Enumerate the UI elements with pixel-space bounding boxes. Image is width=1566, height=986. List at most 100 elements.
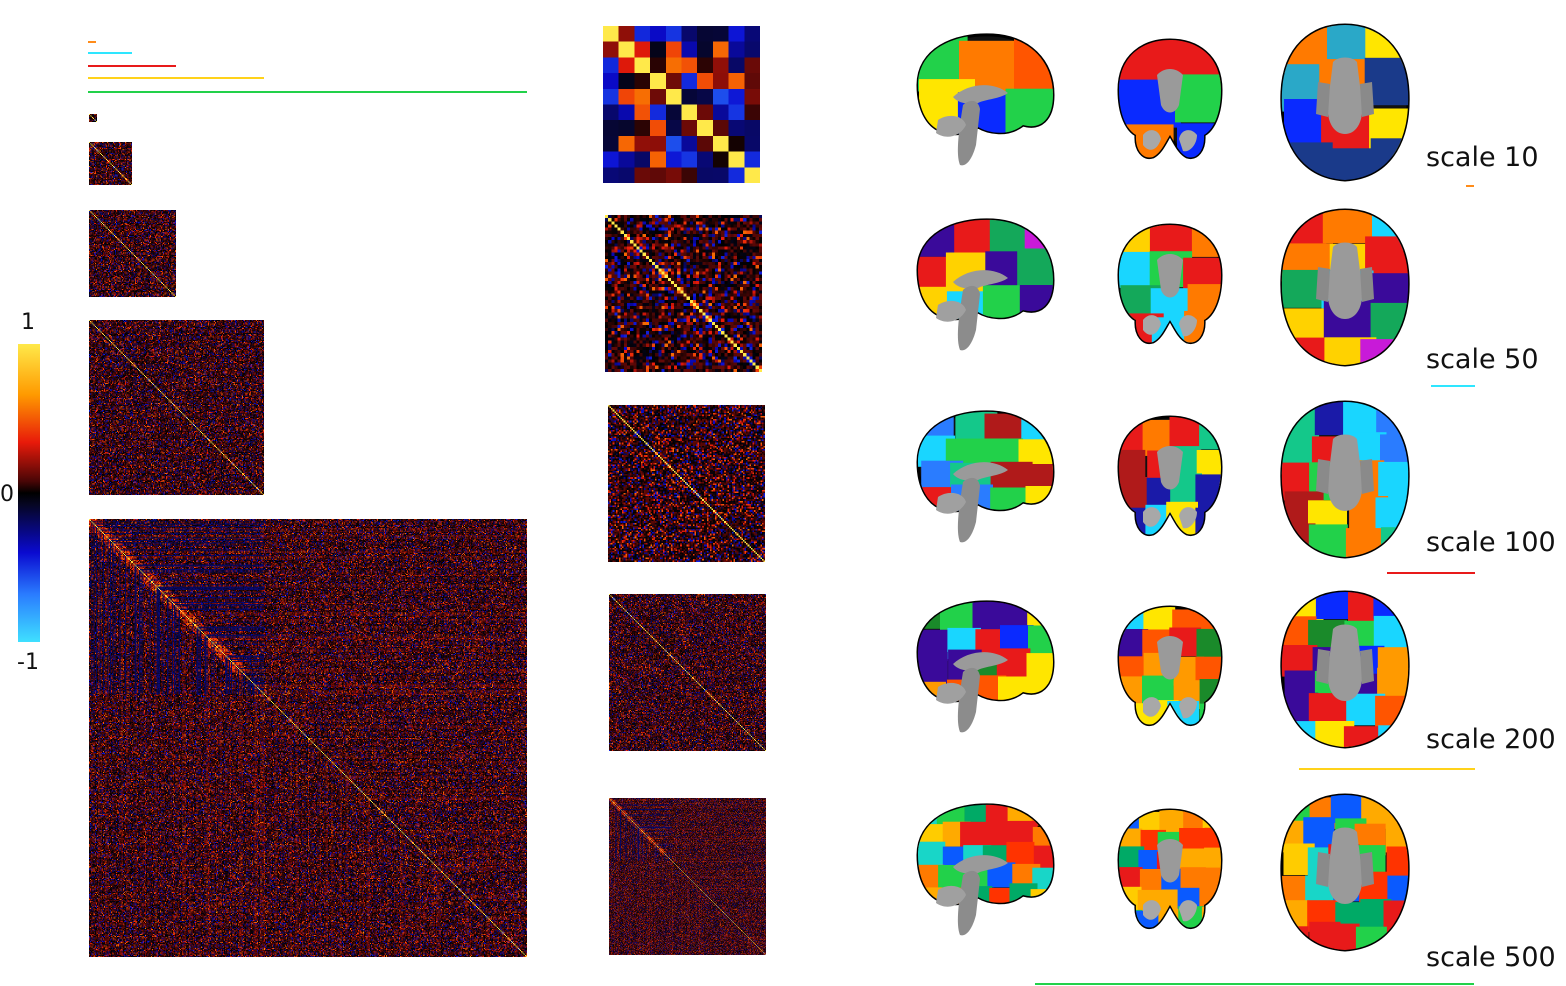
- parcel: [1378, 725, 1409, 747]
- corpus-callosum: [953, 270, 1008, 289]
- brain-axial-view: [1280, 208, 1410, 367]
- parcel: [960, 821, 989, 847]
- matrix-large-100: [608, 405, 765, 562]
- parcel: [1159, 810, 1185, 834]
- scale-bar-100-top: [88, 65, 176, 67]
- parcel: [1204, 847, 1221, 872]
- cerebellum: [936, 492, 966, 514]
- matrix-large-10: [603, 26, 760, 183]
- ventricles: [1327, 242, 1363, 319]
- parcel: [1143, 607, 1176, 632]
- corpus-callosum: [953, 462, 1008, 481]
- basal-ganglia: [1316, 852, 1374, 887]
- brain-coronal-view: [1117, 605, 1223, 727]
- parcel: [1194, 607, 1221, 632]
- brainstem: [957, 477, 980, 543]
- temporal-region: [1143, 315, 1197, 337]
- parcel: [1360, 339, 1409, 365]
- parcel: [918, 841, 946, 867]
- cerebellum: [936, 682, 966, 704]
- brain-sagittal-view: [916, 33, 1055, 166]
- matrix-small-200: [89, 320, 264, 495]
- parcel: [982, 285, 1025, 319]
- parcel: [1119, 867, 1143, 892]
- matrix-small-10: [89, 114, 97, 122]
- parcel: [996, 648, 1031, 680]
- parcel: [1370, 138, 1409, 180]
- parcel: [998, 676, 1032, 701]
- ventricles: [1327, 624, 1363, 701]
- brain-axial-view: [1280, 23, 1410, 182]
- parcel: [1386, 846, 1409, 879]
- parcel: [918, 411, 954, 439]
- parcel: [1119, 703, 1147, 725]
- parcel: [1195, 507, 1221, 535]
- parcel: [1386, 795, 1409, 823]
- corpus-callosum: [953, 652, 1008, 671]
- parcel: [1195, 474, 1221, 511]
- brainstem: [957, 667, 980, 733]
- parcel: [1175, 74, 1221, 123]
- parcel: [1005, 88, 1053, 134]
- scale-bar-500: [1035, 983, 1474, 985]
- parcel: [1199, 417, 1221, 450]
- ventricles: [1327, 434, 1363, 511]
- parcel: [1320, 148, 1373, 180]
- parcel: [1027, 601, 1053, 628]
- temporal-region: [1143, 507, 1197, 529]
- parcel: [1330, 795, 1362, 823]
- parcel: [1196, 628, 1221, 658]
- scale-bar-100: [1387, 572, 1475, 574]
- parcel: [940, 601, 974, 631]
- colorbar-min-label: -1: [17, 650, 39, 675]
- parcel: [918, 219, 960, 257]
- parcel: [1119, 477, 1148, 513]
- parcel: [1201, 906, 1221, 928]
- parcel: [1281, 210, 1327, 249]
- temporal-region: [1143, 130, 1197, 152]
- cerebellum: [936, 115, 966, 137]
- basal-ganglia: [1316, 459, 1374, 494]
- matrix-large-500: [609, 798, 766, 955]
- matrix-large-200: [609, 594, 766, 751]
- brainstem: [957, 100, 980, 166]
- parcel: [1373, 592, 1409, 619]
- scale-label-10: scale 10: [1426, 142, 1539, 173]
- colorbar-max-label: 1: [21, 310, 35, 335]
- scale-bar-200: [1299, 768, 1475, 770]
- scale-bar-500-top: [88, 91, 527, 93]
- basal-ganglia: [1316, 649, 1374, 684]
- corpus-callosum: [953, 85, 1008, 104]
- brain-sagittal-view: [916, 218, 1055, 351]
- scale-label-200: scale 200: [1426, 724, 1556, 755]
- scale-bar-50-top: [88, 52, 132, 54]
- parcel: [985, 804, 1014, 826]
- brain-sagittal-view: [916, 803, 1055, 936]
- scale-label-50: scale 50: [1426, 344, 1539, 375]
- ventricles: [1157, 636, 1183, 680]
- matrix-large-50: [605, 215, 762, 372]
- parcel: [1202, 867, 1221, 892]
- ventricles: [1157, 69, 1183, 113]
- brain-coronal-view: [1117, 808, 1223, 930]
- basal-ganglia: [1316, 82, 1374, 117]
- brain-axial-view: [1280, 590, 1410, 749]
- parcel: [1119, 417, 1148, 452]
- parcel: [1355, 926, 1388, 950]
- ventricles: [1327, 827, 1363, 904]
- parcel: [1281, 402, 1320, 441]
- corpus-callosum: [953, 855, 1008, 874]
- brainstem: [957, 285, 980, 351]
- temporal-region: [1143, 697, 1197, 719]
- brain-sagittal-view: [916, 600, 1055, 733]
- brainstem: [957, 870, 980, 936]
- cerebellum: [936, 885, 966, 907]
- ventricles: [1327, 57, 1363, 134]
- scale-bar-50: [1431, 385, 1475, 387]
- brain-coronal-view: [1117, 38, 1223, 160]
- parcel: [1328, 923, 1360, 950]
- parcel: [1281, 721, 1321, 747]
- parcel: [1370, 302, 1409, 341]
- colorbar-mid-label: 0: [0, 482, 14, 507]
- parcel: [1031, 675, 1053, 701]
